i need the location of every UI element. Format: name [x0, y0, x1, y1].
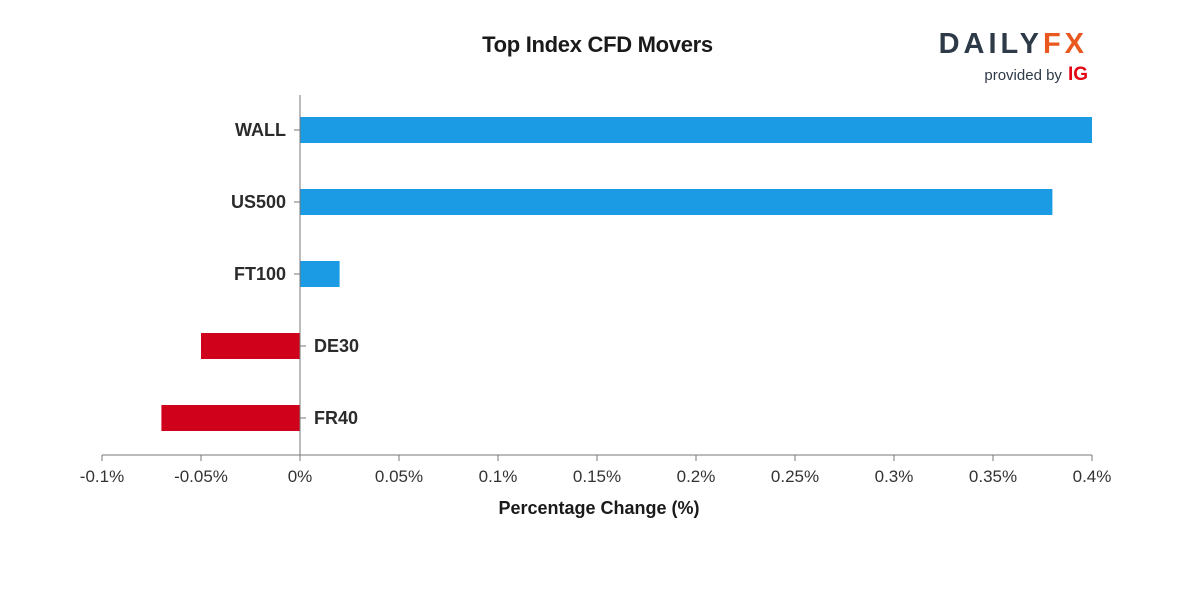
- bar-ft100: [300, 261, 340, 287]
- x-tick-label: -0.05%: [174, 467, 228, 486]
- provided-by-text: provided by: [984, 67, 1062, 84]
- provided-by-line: provided by IG: [984, 64, 1088, 86]
- ig-logo: IG: [1067, 64, 1088, 85]
- x-tick-label: 0.3%: [875, 467, 914, 486]
- x-tick-label: 0.35%: [969, 467, 1017, 486]
- x-tick-label: 0.15%: [573, 467, 621, 486]
- logo-daily: DAILY: [938, 28, 1043, 60]
- x-tick-label: 0.1%: [479, 467, 518, 486]
- x-tick-label: -0.1%: [80, 467, 124, 486]
- bar-us500: [300, 189, 1053, 215]
- category-label-wall: WALL: [235, 120, 286, 140]
- x-axis-label: Percentage Change (%): [498, 498, 699, 518]
- category-label-fr40: FR40: [314, 408, 358, 428]
- x-tick-label: 0.25%: [771, 467, 819, 486]
- dailyfx-wordmark: DAILYFX: [939, 28, 1088, 61]
- category-label-de30: DE30: [314, 336, 359, 356]
- bars-group: [161, 117, 1092, 431]
- x-tick-label: 0.05%: [375, 467, 423, 486]
- bar-de30: [201, 333, 300, 359]
- x-tick-label: 0.2%: [677, 467, 716, 486]
- bar-wall: [300, 117, 1092, 143]
- category-label-ft100: FT100: [234, 264, 286, 284]
- category-labels-group: WALL US500 FT100 DE30 FR40: [231, 120, 359, 428]
- dailyfx-logo[interactable]: DAILYFX provided by IG: [918, 28, 1088, 88]
- chart-title: Top Index CFD Movers: [482, 32, 713, 57]
- bar-fr40: [161, 405, 300, 431]
- x-ticks-group: -0.1% -0.05% 0% 0.05% 0.1% 0.15% 0.2% 0.25% 0.3%…: [80, 455, 1112, 486]
- x-tick-label: 0.4%: [1073, 467, 1112, 486]
- logo-fx: FX: [1042, 28, 1088, 60]
- x-tick-label: 0%: [288, 467, 313, 486]
- category-label-us500: US500: [231, 192, 286, 212]
